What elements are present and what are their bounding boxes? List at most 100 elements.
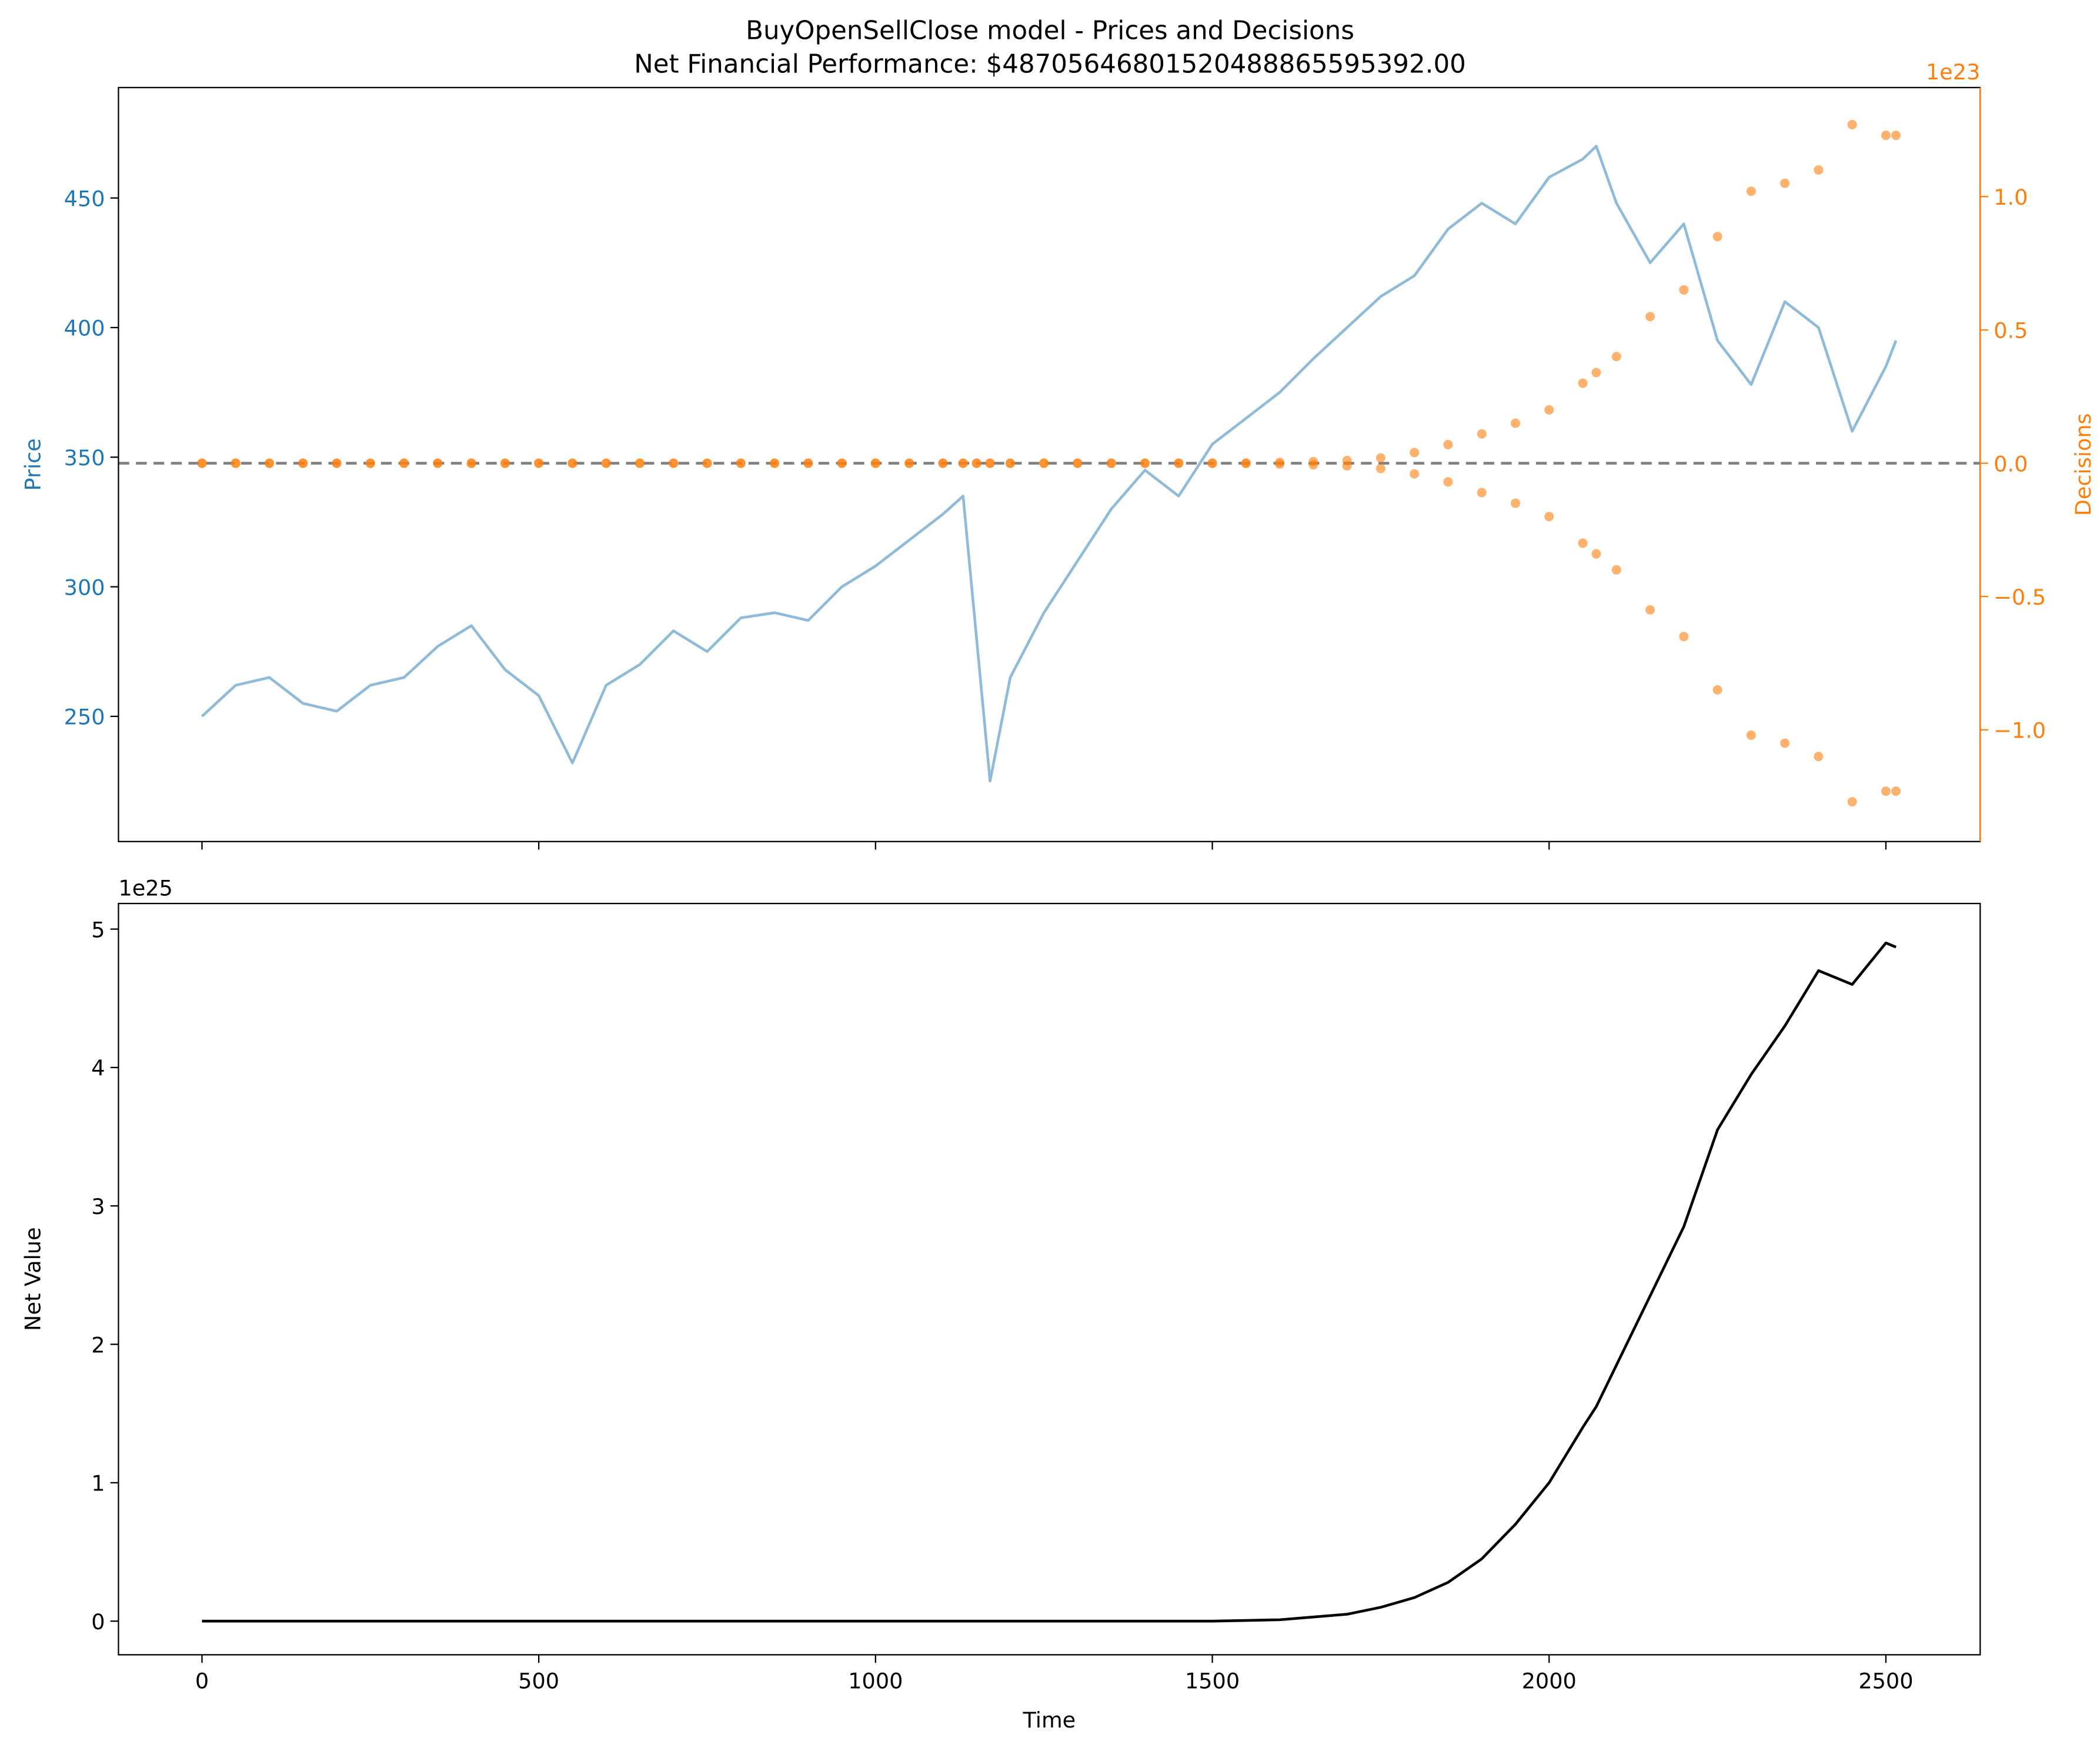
decision-point xyxy=(1881,131,1891,141)
chart-title: BuyOpenSellClose model - Prices and Deci… xyxy=(746,16,1354,45)
decision-point xyxy=(1578,378,1588,388)
decision-point xyxy=(1712,685,1722,695)
decision-point xyxy=(669,458,679,468)
decision-point xyxy=(1308,460,1318,470)
decision-point xyxy=(1679,285,1689,295)
decision-point xyxy=(1443,477,1453,487)
y2-tick-label: 1.0 xyxy=(1994,185,2028,210)
y-tick-label: 350 xyxy=(64,445,105,471)
x-tick-label: 2000 xyxy=(1522,1669,1577,1694)
decision-point xyxy=(1477,488,1487,498)
decision-point xyxy=(231,458,241,468)
decision-point xyxy=(264,458,275,468)
decision-point xyxy=(1005,458,1015,468)
y-tick-label: 1 xyxy=(91,1471,105,1496)
y2-tick-label: −0.5 xyxy=(1994,585,2046,610)
decision-point xyxy=(1611,565,1621,575)
decision-point xyxy=(870,458,880,468)
decision-point xyxy=(1881,786,1891,796)
decision-point xyxy=(1410,469,1420,479)
decision-point xyxy=(1073,458,1083,468)
decision-point xyxy=(1544,512,1554,522)
decision-point xyxy=(332,458,342,468)
y-tick-label: 450 xyxy=(64,186,105,211)
decision-point xyxy=(1712,232,1722,242)
decision-point xyxy=(1847,119,1857,129)
decision-point xyxy=(1207,458,1217,468)
y-tick-label: 0 xyxy=(91,1609,105,1635)
y-tick-label: 300 xyxy=(64,575,105,600)
y2-tick-label: 0.5 xyxy=(1994,318,2028,343)
decision-point xyxy=(1645,605,1655,615)
decision-point xyxy=(1039,458,1049,468)
series-line xyxy=(201,145,1898,783)
decision-point xyxy=(1814,165,1824,175)
series-line xyxy=(202,941,1897,1623)
decision-point xyxy=(500,458,510,468)
decision-point xyxy=(1746,186,1756,196)
y-axis-label: Net Value xyxy=(21,1228,46,1331)
decision-point xyxy=(1342,461,1352,471)
decision-point xyxy=(1410,448,1420,458)
decision-point xyxy=(1645,312,1655,322)
y-offset-label: 1e25 xyxy=(118,875,172,900)
decision-point xyxy=(433,458,443,468)
x-tick-label: 1000 xyxy=(848,1669,903,1694)
decision-point xyxy=(1544,405,1554,415)
decision-point xyxy=(466,458,476,468)
decision-point xyxy=(985,458,995,468)
decision-point xyxy=(736,458,746,468)
y-tick-label: 400 xyxy=(64,316,105,341)
decision-point xyxy=(601,458,611,468)
y-tick-label: 3 xyxy=(91,1194,105,1219)
decision-point xyxy=(1477,429,1487,439)
decision-point xyxy=(635,458,645,468)
y-tick-label: 4 xyxy=(91,1056,105,1081)
decision-point xyxy=(958,458,968,468)
decision-point xyxy=(365,458,375,468)
decision-point xyxy=(702,458,712,468)
decision-point xyxy=(1746,730,1756,740)
decision-point xyxy=(1510,418,1520,428)
plot-frame xyxy=(118,902,1981,1656)
y-tick-label: 2 xyxy=(91,1332,105,1358)
y-axis-label: Price xyxy=(21,438,46,491)
decision-point xyxy=(1780,738,1790,748)
chart-subtitle: Net Financial Performance: $487056468015… xyxy=(634,50,1466,79)
decision-point xyxy=(1814,752,1824,762)
decision-point xyxy=(1591,368,1601,378)
decision-point xyxy=(1140,458,1150,468)
decision-point xyxy=(197,458,207,468)
decision-point xyxy=(1611,352,1621,362)
decision-point xyxy=(1578,538,1588,548)
decision-point xyxy=(298,458,308,468)
decision-point xyxy=(1891,131,1901,141)
decision-point xyxy=(1241,459,1251,469)
decision-point xyxy=(1510,498,1520,508)
decision-point xyxy=(1780,178,1790,188)
decision-point xyxy=(837,458,847,468)
decision-point xyxy=(1443,439,1453,449)
decision-point xyxy=(904,458,914,468)
decision-point xyxy=(567,458,577,468)
decision-point xyxy=(534,458,544,468)
decision-point xyxy=(803,458,813,468)
x-tick-label: 2500 xyxy=(1858,1669,1913,1694)
decision-point xyxy=(1375,453,1385,463)
decision-point xyxy=(971,458,981,468)
y2-tick-label: 0.0 xyxy=(1994,451,2028,476)
x-tick-label: 1500 xyxy=(1185,1669,1240,1694)
x-tick-label: 0 xyxy=(195,1669,209,1694)
decision-point xyxy=(1106,458,1116,468)
y-tick-label: 250 xyxy=(64,705,105,730)
decision-point xyxy=(1847,797,1857,807)
x-axis-label: Time xyxy=(1023,1707,1076,1733)
y2-axis-label: Decisions xyxy=(2071,413,2096,516)
decision-point xyxy=(1891,786,1901,796)
x-tick-label: 500 xyxy=(518,1669,559,1694)
decision-point xyxy=(399,458,409,468)
decision-point xyxy=(1375,463,1385,473)
